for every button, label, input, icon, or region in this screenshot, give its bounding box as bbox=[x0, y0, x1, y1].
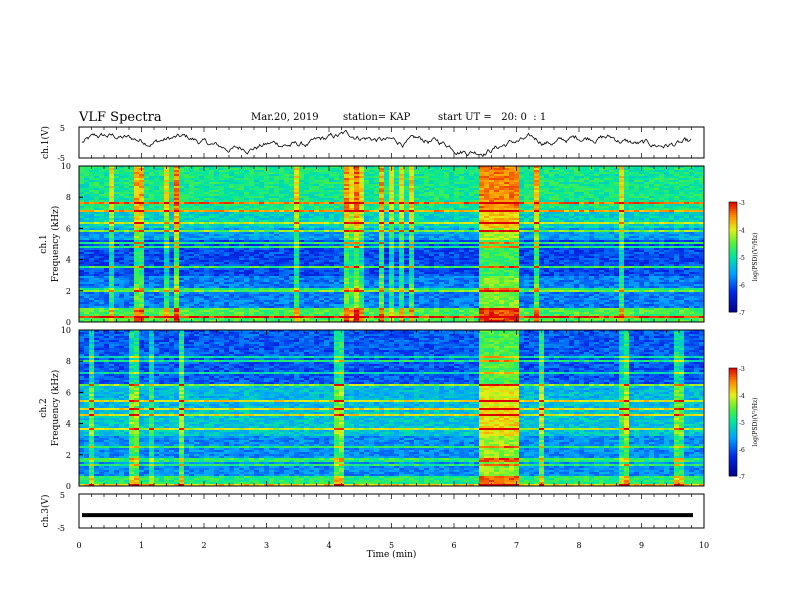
ch2-spectrogram bbox=[79, 330, 705, 487]
x-tick-label: 3 bbox=[264, 541, 269, 550]
ch2-spectrogram-ytick: 2 bbox=[66, 451, 71, 460]
ch1-spectrogram-colorbar-label: log(PSD)(V²/Hz) bbox=[752, 233, 759, 282]
ch1-spectrogram-ytick: 2 bbox=[66, 287, 71, 296]
x-tick-label: 10 bbox=[699, 541, 709, 550]
ch2-spectrogram-ytick: 4 bbox=[66, 420, 71, 429]
ch1-spectrogram-colorbar-tick: -6 bbox=[739, 283, 745, 290]
ch2-spectrogram-ytick: 10 bbox=[61, 326, 71, 335]
ch1-waveform-line bbox=[81, 129, 692, 158]
ch1-spectrogram-ytick: 8 bbox=[66, 193, 71, 202]
x-tick-label: 5 bbox=[389, 541, 394, 550]
ch1-spectrogram-colorbar-tick: -4 bbox=[739, 228, 745, 235]
x-tick-label: 9 bbox=[639, 541, 644, 550]
ch3-waveform-frame bbox=[78, 493, 705, 529]
ch1-ytick: 5 bbox=[60, 124, 65, 133]
x-axis-label: Time (min) bbox=[367, 549, 417, 560]
ch1-spectrogram-ytick: 10 bbox=[61, 162, 71, 171]
x-tick-label: 6 bbox=[451, 541, 456, 550]
date-label: Mar.20, 2019 bbox=[251, 112, 319, 123]
ch2-spectrogram-colorbar-tick: -3 bbox=[739, 366, 745, 373]
ch2-spectrogram-colorbar-tick: -7 bbox=[739, 474, 745, 481]
ch2-spectrogram-colorbar-tick: -5 bbox=[739, 420, 745, 427]
ch1-spectrogram-colorbar-tick: -7 bbox=[739, 310, 745, 317]
x-tick-label: 2 bbox=[201, 541, 206, 550]
ch3-ytick: 5 bbox=[60, 491, 65, 500]
ch2-spectrogram-colorbar-label: log(PSD)(V²/Hz) bbox=[752, 398, 759, 447]
ch1-spectrogram-ytick: 6 bbox=[66, 224, 71, 233]
ch2-spectrogram-ylabel: Frequency (kHz) bbox=[50, 370, 61, 447]
x-tick-label: 4 bbox=[326, 541, 331, 550]
ch1-waveform-ylabel: ch.1(V) bbox=[40, 126, 51, 159]
ch1-spectrogram-ytick: 4 bbox=[66, 256, 71, 265]
ch1-spectrogram-ylabel: Frequency (kHz) bbox=[50, 206, 61, 283]
ch2-spectrogram-colorbar bbox=[728, 367, 738, 477]
ch1-spectrogram-colorbar-tick: -5 bbox=[739, 255, 745, 262]
ch1-spectrogram-ytick: 0 bbox=[66, 318, 71, 327]
ch1-spectrogram bbox=[79, 166, 705, 323]
ch2-spectrogram-colorbar-tick: -6 bbox=[739, 447, 745, 454]
x-tick-label: 7 bbox=[514, 541, 519, 550]
ch2-spectrogram-colorbar-tick: -4 bbox=[739, 393, 745, 400]
ch2-spectrogram-ytick: 0 bbox=[66, 482, 71, 491]
ch1-spectrogram-colorbar-tick: -3 bbox=[739, 200, 745, 207]
x-tick-label: 8 bbox=[576, 541, 581, 550]
ch3-waveform-ylabel: ch.3(V) bbox=[40, 495, 51, 528]
ch2-spectrogram-ytick: 6 bbox=[66, 388, 71, 397]
start-ut-label: start UT = 20: 0 : 1 bbox=[438, 112, 546, 123]
ch1-ytick: -5 bbox=[57, 154, 65, 163]
chart-title: VLF Spectra bbox=[79, 110, 162, 125]
ch2-spectrogram-ytick: 8 bbox=[66, 357, 71, 366]
station-label: station= KAP bbox=[343, 112, 410, 123]
x-tick-label: 1 bbox=[139, 541, 144, 550]
ch1-spectrogram-ylabel-top: ch.1 bbox=[39, 234, 49, 253]
ch3-ytick: -5 bbox=[57, 524, 65, 533]
ch2-spectrogram-ylabel-top: ch.2 bbox=[39, 398, 49, 417]
ch1-spectrogram-colorbar bbox=[728, 201, 738, 313]
x-tick-label: 0 bbox=[76, 541, 81, 550]
